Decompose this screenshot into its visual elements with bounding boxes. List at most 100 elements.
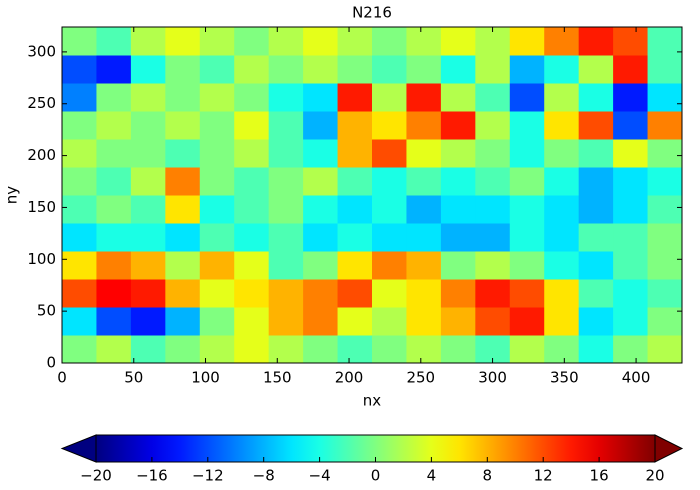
x-tick-label: 200 [335, 369, 364, 387]
heatmap-cell [372, 111, 407, 140]
heatmap-cell [613, 307, 649, 336]
heatmap-cell [268, 83, 304, 112]
heatmap-cell [372, 279, 407, 308]
heatmap-cell [475, 139, 511, 168]
heatmap-cell [544, 335, 580, 364]
heatmap-cell [406, 251, 442, 280]
heatmap-cell [475, 223, 511, 252]
heatmap-cell [268, 251, 304, 280]
heatmap-cell [199, 195, 235, 224]
heatmap-cell [613, 55, 649, 84]
heatmap-cell [509, 251, 545, 280]
x-tick-label: 400 [622, 369, 651, 387]
heatmap-cell [234, 223, 270, 252]
heatmap-cell [234, 139, 270, 168]
heatmap-cell [268, 111, 304, 140]
x-tick-label: 0 [57, 369, 67, 387]
heatmap-cell [647, 195, 683, 224]
heatmap-cell [62, 195, 97, 224]
heatmap-cell [234, 307, 270, 336]
heatmap-cell [509, 83, 545, 112]
heatmap-cell [647, 111, 683, 140]
heatmap-cell [509, 167, 545, 196]
heatmap-cell [406, 167, 442, 196]
heatmap-cell [440, 335, 476, 364]
heatmap-cell [647, 27, 683, 56]
heatmap-cell [165, 251, 201, 280]
heatmap-cell [406, 27, 442, 56]
x-axis-label: nx [363, 392, 382, 410]
heatmap-cell [647, 83, 683, 112]
heatmap-cell [544, 279, 580, 308]
heatmap-cell [199, 83, 235, 112]
heatmap-cell [613, 111, 649, 140]
heatmap-cell [578, 279, 614, 308]
heatmap-cell [165, 223, 201, 252]
colorbar-extend-low [60, 434, 97, 463]
heatmap-cell [337, 335, 373, 364]
heatmap-cell [303, 83, 339, 112]
heatmap-cell [406, 83, 442, 112]
heatmap-cell [475, 307, 511, 336]
heatmap-cell [130, 27, 166, 56]
heatmap-cell [130, 307, 166, 336]
heatmap-cell [544, 139, 580, 168]
colorbar-tick-label: 0 [371, 467, 381, 485]
heatmap-cell [303, 139, 339, 168]
heatmap-cell [234, 195, 270, 224]
heatmap-cell [303, 251, 339, 280]
heatmap-cell [268, 307, 304, 336]
heatmap-cell [406, 335, 442, 364]
x-tick-label: 350 [550, 369, 579, 387]
heatmap-cell [544, 83, 580, 112]
heatmap-cell [199, 307, 235, 336]
heatmap-cell [509, 335, 545, 364]
x-tick-label: 100 [191, 369, 220, 387]
y-tick-label: 200 [27, 146, 56, 164]
heatmap-cell [440, 83, 476, 112]
y-tick-label: 300 [27, 42, 56, 60]
heatmap-cell [372, 139, 407, 168]
heatmap-cell [199, 223, 235, 252]
heatmap-cell [578, 111, 614, 140]
heatmap-cell [372, 55, 407, 84]
x-tick-label: 300 [478, 369, 507, 387]
heatmap-cell [613, 195, 649, 224]
heatmap-cell [406, 195, 442, 224]
heatmap-cell [337, 251, 373, 280]
heatmap-cell [440, 195, 476, 224]
heatmap-cell [372, 251, 407, 280]
heatmap-cell [475, 251, 511, 280]
heatmap-cell [234, 167, 270, 196]
heatmap-cell [130, 335, 166, 364]
heatmap-cell [440, 307, 476, 336]
heatmap-cell [337, 195, 373, 224]
heatmap-cell [303, 335, 339, 364]
colorbar-tick-label: −20 [80, 467, 112, 485]
heatmap-cell [62, 55, 97, 84]
heatmap-cell [578, 139, 614, 168]
heatmap-cell [303, 111, 339, 140]
colorbar-tick-label: 20 [645, 467, 664, 485]
heatmap-cell [199, 279, 235, 308]
heatmap-cell [509, 27, 545, 56]
heatmap-cell [613, 167, 649, 196]
heatmap-cell [647, 279, 683, 308]
heatmap-cell [372, 27, 407, 56]
colorbar-tick-label: −8 [253, 467, 275, 485]
heatmap-cell [544, 167, 580, 196]
heatmap-cell [509, 55, 545, 84]
heatmap-cell [62, 279, 97, 308]
colorbar-tick-label: −12 [192, 467, 224, 485]
heatmap-cell [544, 195, 580, 224]
heatmap-cell [234, 83, 270, 112]
heatmap-cell [372, 83, 407, 112]
y-tick-label: 250 [27, 94, 56, 112]
heatmap-cell [165, 167, 201, 196]
y-tick-label: 150 [27, 198, 56, 216]
heatmap-cell [96, 195, 132, 224]
heatmap-cell [440, 167, 476, 196]
heatmap-cell [165, 307, 201, 336]
colorbar-tick-label: 8 [483, 467, 493, 485]
heatmap-cell [544, 111, 580, 140]
